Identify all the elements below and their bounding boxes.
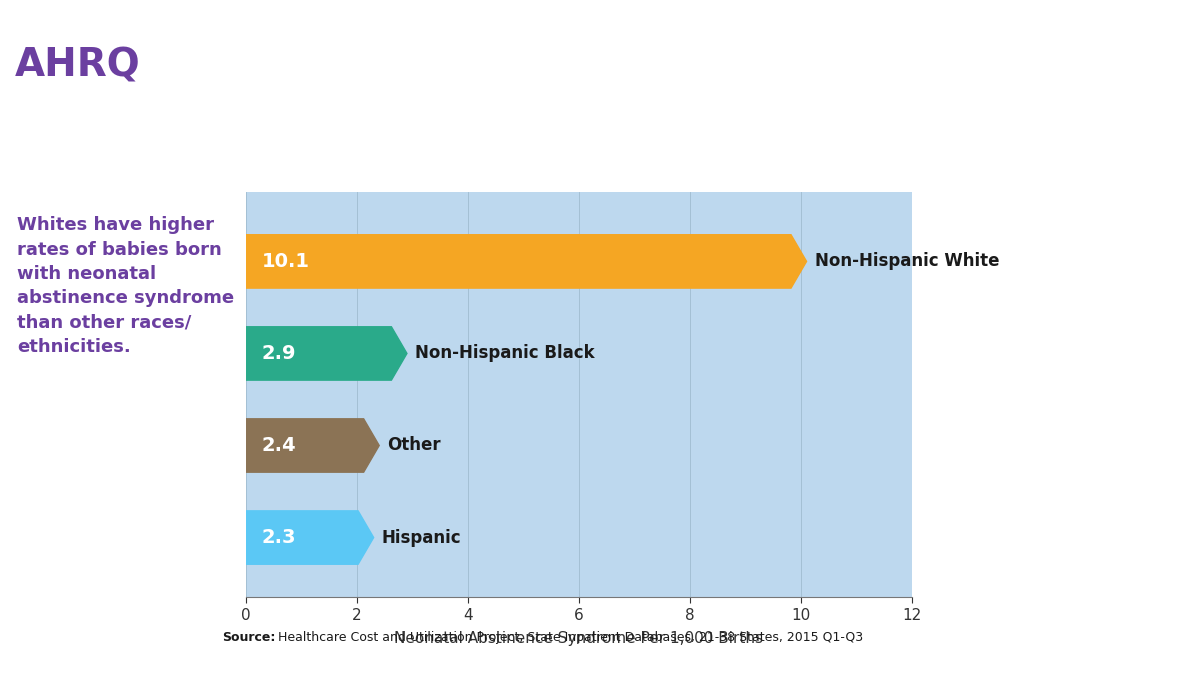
Text: Whites have higher
rates of babies born
with neonatal
abstinence syndrome
than o: Whites have higher rates of babies born … xyxy=(17,217,234,356)
X-axis label: Neonatal Abstinence Syndrome Per 1,000 Births: Neonatal Abstinence Syndrome Per 1,000 B… xyxy=(395,631,763,646)
Polygon shape xyxy=(246,327,407,380)
Polygon shape xyxy=(246,418,379,472)
Text: Source:: Source: xyxy=(222,631,275,645)
Text: Non-Hispanic Black: Non-Hispanic Black xyxy=(415,344,595,362)
Text: Other: Other xyxy=(388,437,442,454)
Text: AHRQ: AHRQ xyxy=(16,47,140,85)
FancyBboxPatch shape xyxy=(6,5,156,126)
Text: Hispanic: Hispanic xyxy=(382,529,462,547)
Text: Healthcare Cost and Utilization Project, State Inpatient Databases, 21-38 States: Healthcare Cost and Utilization Project,… xyxy=(278,631,864,645)
Text: 2.4: 2.4 xyxy=(262,436,296,455)
Polygon shape xyxy=(246,511,373,564)
Polygon shape xyxy=(246,235,806,288)
Text: 1,000 Births by Race/Ethnicity, 2015 (Q1-Q3): 1,000 Births by Race/Ethnicity, 2015 (Q1… xyxy=(174,78,1015,111)
Text: Neonatal Abstinence Syndrome Rates Per: Neonatal Abstinence Syndrome Rates Per xyxy=(174,23,960,56)
Text: 10.1: 10.1 xyxy=(262,252,310,271)
Text: Non-Hispanic White: Non-Hispanic White xyxy=(815,252,1000,271)
Text: 2.3: 2.3 xyxy=(262,528,296,547)
Text: 2.9: 2.9 xyxy=(262,344,296,363)
